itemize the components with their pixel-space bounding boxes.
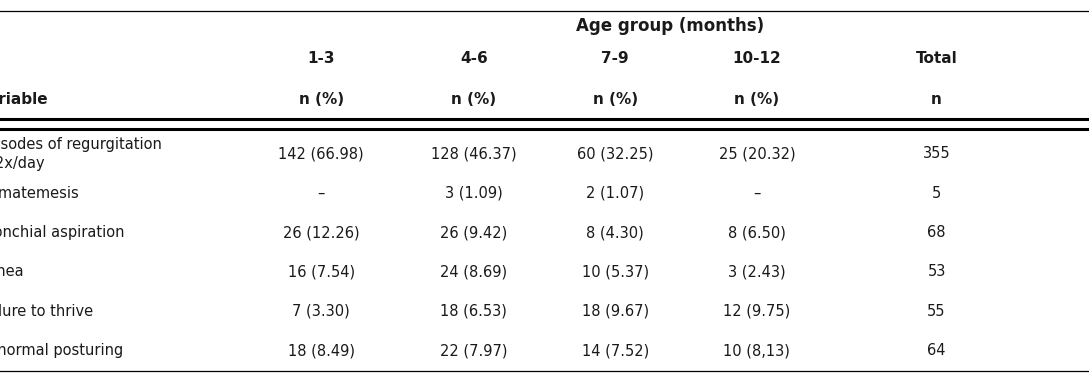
- Text: 8 (6.50): 8 (6.50): [727, 225, 786, 240]
- Text: 24 (8.69): 24 (8.69): [440, 264, 507, 279]
- Text: 60 (32.25): 60 (32.25): [577, 146, 653, 161]
- Text: Failure to thrive: Failure to thrive: [0, 304, 94, 319]
- Text: Hematemesis: Hematemesis: [0, 186, 79, 201]
- Text: 4-6: 4-6: [460, 51, 488, 66]
- Text: 18 (6.53): 18 (6.53): [440, 304, 507, 319]
- Text: 1-3: 1-3: [307, 51, 335, 66]
- Text: 10 (5.37): 10 (5.37): [582, 264, 649, 279]
- Text: Total: Total: [916, 51, 957, 66]
- Text: 25 (20.32): 25 (20.32): [719, 146, 795, 161]
- Text: 7 (3.30): 7 (3.30): [292, 304, 351, 319]
- Text: 10-12: 10-12: [733, 51, 781, 66]
- Text: 10 (8,13): 10 (8,13): [723, 343, 791, 358]
- Text: n: n: [931, 92, 942, 107]
- Text: n (%): n (%): [734, 92, 780, 107]
- Text: 14 (7.52): 14 (7.52): [582, 343, 649, 358]
- Text: Episodes of regurgitation
≥ 2x/day: Episodes of regurgitation ≥ 2x/day: [0, 137, 162, 171]
- Text: 7-9: 7-9: [601, 51, 629, 66]
- Text: 64: 64: [928, 343, 945, 358]
- Text: 8 (4.30): 8 (4.30): [586, 225, 645, 240]
- Text: 16 (7.54): 16 (7.54): [287, 264, 355, 279]
- Text: Age group (months): Age group (months): [576, 17, 763, 35]
- Text: Abnormal posturing: Abnormal posturing: [0, 343, 123, 358]
- Text: 3 (1.09): 3 (1.09): [444, 186, 503, 201]
- Text: 53: 53: [928, 264, 945, 279]
- Text: n (%): n (%): [298, 92, 344, 107]
- Text: 3 (2.43): 3 (2.43): [729, 264, 785, 279]
- Text: Bronchial aspiration: Bronchial aspiration: [0, 225, 125, 240]
- Text: 18 (9.67): 18 (9.67): [582, 304, 649, 319]
- Text: 26 (9.42): 26 (9.42): [440, 225, 507, 240]
- Text: 2 (1.07): 2 (1.07): [586, 186, 645, 201]
- Text: 55: 55: [928, 304, 945, 319]
- Text: n (%): n (%): [451, 92, 497, 107]
- Text: 18 (8.49): 18 (8.49): [287, 343, 355, 358]
- Text: Variable: Variable: [0, 92, 49, 107]
- Text: Apnea: Apnea: [0, 264, 25, 279]
- Text: 22 (7.97): 22 (7.97): [440, 343, 507, 358]
- Text: 142 (66.98): 142 (66.98): [279, 146, 364, 161]
- Text: n (%): n (%): [592, 92, 638, 107]
- Text: 68: 68: [928, 225, 945, 240]
- Text: –: –: [754, 186, 760, 201]
- Text: –: –: [318, 186, 325, 201]
- Text: 355: 355: [922, 146, 951, 161]
- Text: 5: 5: [932, 186, 941, 201]
- Text: 128 (46.37): 128 (46.37): [431, 146, 516, 161]
- Text: 12 (9.75): 12 (9.75): [723, 304, 791, 319]
- Text: 26 (12.26): 26 (12.26): [283, 225, 359, 240]
